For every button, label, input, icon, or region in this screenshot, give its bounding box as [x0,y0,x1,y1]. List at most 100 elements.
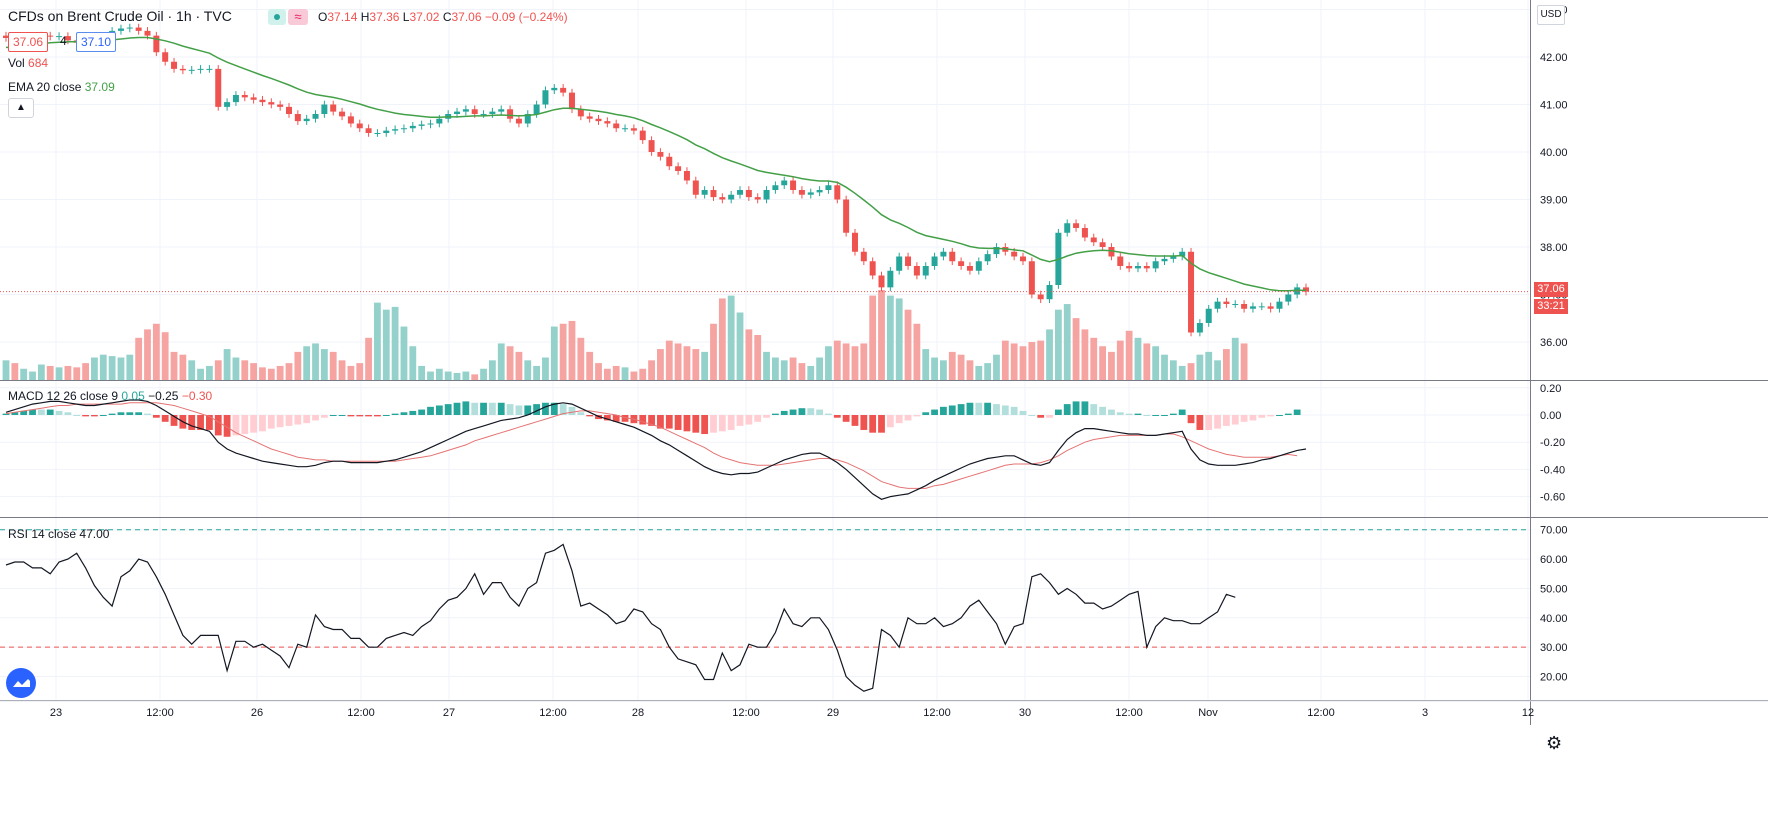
candle-body [365,128,372,133]
macd-histogram-bar [1214,415,1221,429]
candle-body [250,97,257,100]
macd-histogram-bar [241,415,249,435]
candle-body [1020,256,1027,262]
macd-histogram-bar [984,402,992,415]
volume-bar [1152,346,1160,380]
macd-histogram-bar [913,415,921,417]
approx-toggle-icon[interactable]: ≈ [288,9,308,25]
volume-bar [1063,304,1071,380]
macd-histogram-bar [533,404,541,415]
buy-price-button[interactable]: 37.10 [76,32,117,52]
time-tick-label: 12:00 [1115,707,1143,719]
volume-bar [993,354,1000,380]
macd-histogram-bar [701,415,709,435]
candle-body [215,68,222,107]
candle-body [666,156,673,167]
candle-body [153,35,160,53]
rsi-tick-label: 40.00 [1540,613,1568,625]
sell-price-button[interactable]: 37.06 [8,32,49,52]
candle-body [303,118,310,122]
volume-bar [913,323,921,380]
candle-body [339,111,346,117]
macd-histogram-bar [453,402,461,415]
candle-body [639,130,646,141]
macd-histogram-bar [789,409,797,415]
macd-histogram-bar [1081,401,1089,415]
macd-histogram-bar [763,415,770,418]
volume-bar [1046,329,1053,380]
candle-body [1134,266,1141,269]
candle-body [356,123,363,129]
macd-histogram-bar [568,406,576,415]
volume-bar [1125,330,1133,380]
macd-histogram-bar [223,415,231,437]
volume-bar [73,367,81,380]
rsi-legend[interactable]: RSI 14 close 47.00 [8,527,110,541]
volume-bar [878,290,885,380]
volume-bar [374,302,381,380]
volume-bar [144,329,151,380]
macd-histogram-bar [365,415,372,417]
volume-bar [338,360,346,380]
volume-bar [267,368,275,380]
candle-body [374,133,381,134]
volume-bar [1054,309,1062,380]
candle-body [1037,294,1044,300]
candle-body [224,102,231,107]
macd-histogram-bar [444,404,452,415]
volume-bar [214,360,222,380]
volume-bar [170,351,178,380]
candle-body [896,256,903,271]
volume-bar [1240,343,1248,380]
macd-histogram-bar [144,413,151,415]
time-tick-label: 27 [443,707,455,719]
candle-body [347,116,354,124]
candle-body [1126,266,1133,269]
volume-bar [488,360,496,380]
gear-icon[interactable]: ⚙ [1546,733,1563,753]
rsi-tick-label: 60.00 [1540,554,1568,566]
macd-histogram-bar [480,402,487,415]
candle-body [179,68,186,71]
chart-title[interactable]: CFDs on Brent Crude Oil · 1h · TVC [8,8,232,24]
candle-body [1028,261,1035,295]
volume-bar [480,368,487,380]
macd-tick-label: 0.00 [1540,410,1561,422]
volume-bar [851,346,859,380]
bar-countdown-label: 33:21 [1534,299,1568,314]
macd-histogram-bar [1249,415,1257,421]
volume-bar [91,357,98,380]
currency-button[interactable]: USD [1537,5,1565,25]
rsi-tick-label: 70.00 [1540,525,1568,537]
macd-histogram-bar [356,415,364,417]
candle-body [409,125,416,129]
volume-bar [630,371,638,380]
macd-histogram-bar [1267,415,1275,417]
volume-bar [1099,346,1106,380]
price-tick-label: 42.00 [1540,52,1568,64]
candle-body [1241,304,1248,309]
collapse-legend-button[interactable]: ▲ [8,98,34,118]
candle-body [524,114,531,124]
macd-histogram-bar [798,408,806,415]
macd-histogram-bar [860,415,868,430]
volume-bar [904,309,912,380]
macd-histogram-bar [1019,410,1027,415]
volume-bar [1196,354,1204,380]
candle-body [47,35,54,37]
macd-histogram-bar [1240,415,1248,422]
candle-body [533,104,540,114]
macd-histogram-bar [117,412,125,415]
volume-legend[interactable]: Vol 684 [8,56,49,70]
tradingview-logo-icon[interactable] [6,668,36,698]
macd-histogram-bar [683,415,691,432]
volume-bar [232,357,240,380]
candle-body [1117,256,1124,266]
volume-bar [869,295,877,380]
macd-legend[interactable]: MACD 12 26 close 9 0.05 −0.25 −0.30 [8,389,213,403]
time-tick-label: 12:00 [539,707,567,719]
candle-body [1143,266,1150,269]
macd-histogram-bar [833,415,841,418]
ema-legend[interactable]: EMA 20 close 37.09 [8,80,115,94]
